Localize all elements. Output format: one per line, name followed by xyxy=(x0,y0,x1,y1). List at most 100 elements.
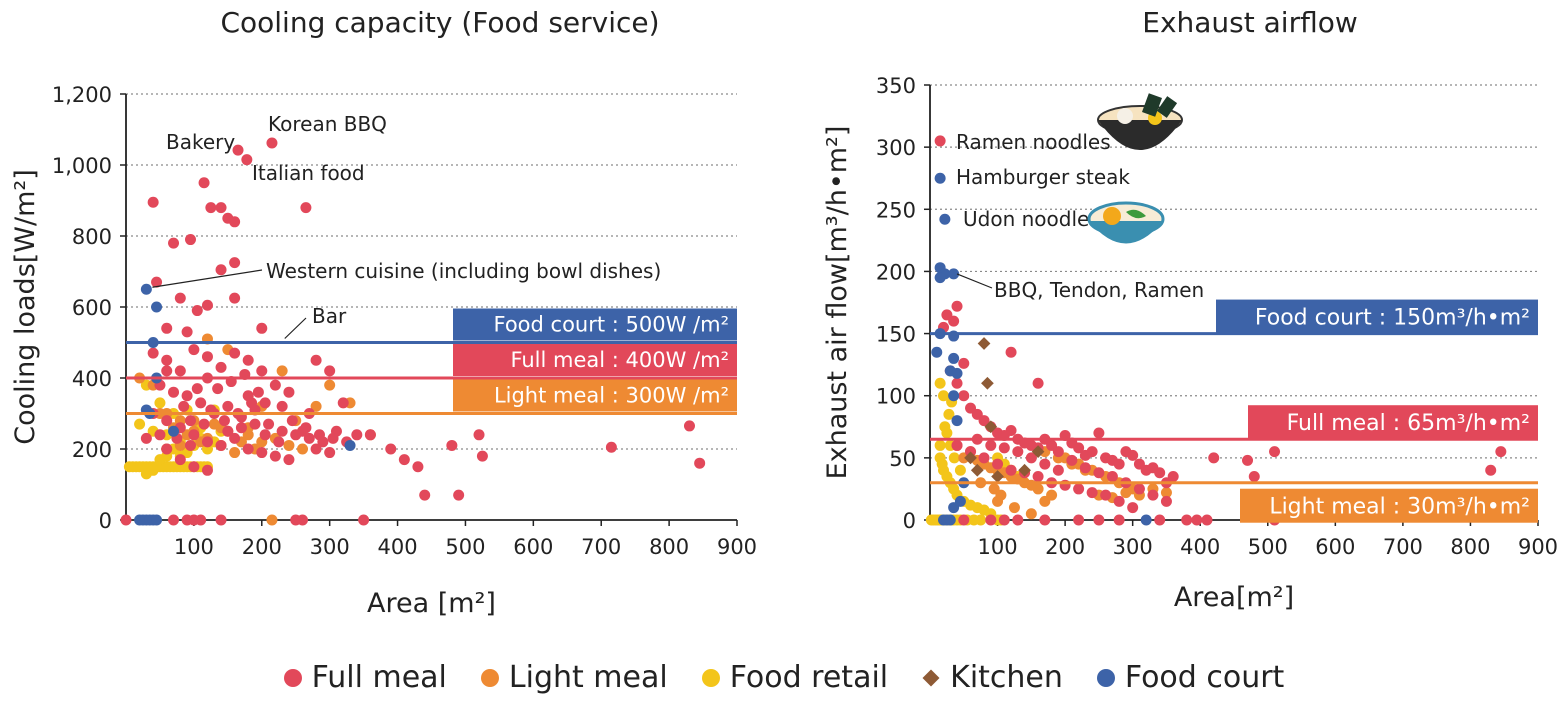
full-meal-point xyxy=(1052,464,1064,476)
full-meal-point xyxy=(161,415,173,427)
reference-label-box xyxy=(453,344,737,376)
y-tick-label: 100 xyxy=(876,385,916,409)
full-meal-point xyxy=(934,135,946,147)
food-court-point xyxy=(951,367,963,379)
full-meal-point xyxy=(300,422,312,434)
full-meal-point xyxy=(161,443,173,455)
full-meal-point xyxy=(1066,454,1078,466)
full-meal-point xyxy=(178,400,190,412)
full-meal-point xyxy=(188,461,200,473)
food-court-point xyxy=(948,352,960,364)
full-meal-point xyxy=(1208,452,1220,464)
x-axis-label: Area [m²] xyxy=(367,588,496,619)
full-meal-point xyxy=(256,365,268,377)
full-meal-point xyxy=(476,450,488,462)
full-meal-point xyxy=(958,514,970,526)
reference-label: Food court : 500W /m² xyxy=(493,313,729,337)
legend-item-light-meal: Light meal xyxy=(480,660,668,695)
reference-label-box xyxy=(1216,299,1538,334)
full-meal-point xyxy=(201,464,213,476)
full-meal-point xyxy=(201,436,213,448)
full-meal-point xyxy=(313,429,325,441)
y-axis-label: Cooling loads[W/m²] xyxy=(10,169,41,444)
food-court-point xyxy=(948,268,960,280)
full-meal-point xyxy=(259,429,271,441)
full-meal-point xyxy=(446,439,458,451)
food-court-point xyxy=(951,415,963,427)
full-meal-point xyxy=(1093,467,1105,479)
food-court-point xyxy=(939,213,951,225)
full-meal-point xyxy=(1485,464,1497,476)
full-meal-point xyxy=(1147,489,1159,501)
light-meal-point xyxy=(229,447,241,459)
reference-label-box xyxy=(453,308,737,341)
full-meal-point xyxy=(978,452,990,464)
full-meal-point xyxy=(303,432,315,444)
full-meal-point xyxy=(958,390,970,402)
full-meal-point xyxy=(242,443,254,455)
annotation-bar: Bar xyxy=(312,304,347,328)
light-meal-point xyxy=(283,439,295,451)
full-meal-point xyxy=(161,322,173,334)
food-retail-point xyxy=(938,390,950,402)
full-meal-point xyxy=(358,514,370,526)
full-meal-point xyxy=(198,418,210,430)
full-meal-point xyxy=(385,443,397,455)
annotation-italian-food: Italian food xyxy=(252,161,365,185)
x-tick-label: 300 xyxy=(1113,535,1153,559)
full-meal-point xyxy=(1248,471,1260,482)
full-meal-point xyxy=(1032,471,1044,482)
full-meal-point xyxy=(276,425,288,437)
x-tick-label: 400 xyxy=(378,535,418,559)
full-meal-point xyxy=(205,202,217,214)
full-meal-point xyxy=(188,344,200,356)
kitchen-point xyxy=(991,470,1004,483)
annotation-ramen-noodles: Ramen noodles xyxy=(956,130,1111,154)
full-meal-point xyxy=(198,177,210,189)
full-meal-point xyxy=(473,429,485,441)
full-meal-point xyxy=(951,439,963,451)
light-meal-point xyxy=(276,365,288,377)
full-meal-point xyxy=(256,322,268,334)
full-meal-point xyxy=(120,514,132,526)
y-tick-label: 800 xyxy=(72,225,112,249)
legend-item-full-meal: Full meal xyxy=(283,660,447,695)
full-meal-point xyxy=(694,457,706,469)
kitchen-point xyxy=(970,463,984,477)
food-retail-point xyxy=(939,421,951,433)
full-meal-point xyxy=(269,379,281,391)
cooling-capacity-chart: 0 200 400 600 800 1,000 1,200 100 200 300 400 500 60… xyxy=(10,83,757,619)
full-meal-point xyxy=(1039,514,1051,526)
full-meal-point xyxy=(181,390,193,402)
full-meal-point xyxy=(1005,346,1017,358)
full-meal-point xyxy=(201,299,213,311)
full-meal-point xyxy=(1113,458,1125,470)
x-tick-label: 600 xyxy=(1315,535,1355,559)
x-tick-label: 400 xyxy=(1180,535,1220,559)
full-meal-point xyxy=(1160,495,1172,507)
full-meal-point xyxy=(252,386,264,398)
full-meal-marker-icon xyxy=(283,668,302,687)
cooling-chart-title: Cooling capacity (Food service) xyxy=(220,6,660,39)
reference-label: Full meal : 400W /m² xyxy=(510,348,729,372)
full-meal-point xyxy=(324,365,336,377)
x-tick-label: 100 xyxy=(174,535,214,559)
full-meal-point xyxy=(151,276,163,288)
full-meal-point xyxy=(1039,458,1051,470)
full-meal-point xyxy=(195,397,207,409)
reference-label-box xyxy=(1248,405,1538,440)
light-meal-point xyxy=(995,489,1007,501)
full-meal-point xyxy=(1127,449,1139,461)
full-meal-point xyxy=(453,489,465,501)
light-meal-point xyxy=(266,514,278,526)
full-meal-point xyxy=(218,415,230,427)
y-tick-label: 400 xyxy=(72,367,112,391)
food-court-point xyxy=(934,172,946,184)
reference-label-box xyxy=(1240,488,1538,523)
food-retail-point xyxy=(154,397,166,409)
x-tick-label: 900 xyxy=(717,535,757,559)
food-retail-point xyxy=(943,408,955,420)
annotation-leader xyxy=(152,269,263,288)
food-retail-point xyxy=(934,439,946,451)
annotation-korean-bbq: Korean BBQ xyxy=(268,112,387,136)
